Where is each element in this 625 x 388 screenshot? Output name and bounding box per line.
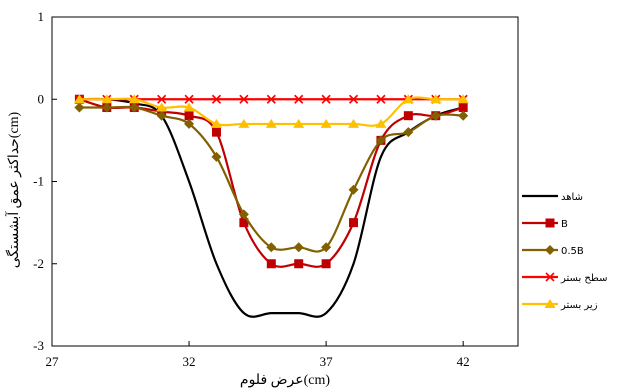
data-point [320, 118, 332, 128]
series-0 [79, 97, 464, 318]
data-point [156, 102, 168, 112]
data-point [375, 135, 386, 146]
legend-label: زیر بستر [560, 300, 598, 311]
data-point [211, 127, 221, 137]
data-point [184, 118, 195, 129]
data-point [210, 118, 222, 128]
data-point [403, 127, 414, 138]
data-point [265, 118, 277, 128]
data-point [376, 94, 386, 104]
data-point [458, 102, 468, 112]
data-point [294, 94, 304, 104]
data-point [402, 94, 414, 104]
data-point [73, 94, 85, 104]
data-point [129, 102, 140, 113]
data-point [321, 242, 332, 253]
legend-item: سطح بستر [522, 272, 607, 284]
data-point [293, 118, 305, 128]
data-point [101, 94, 113, 104]
data-point [74, 102, 85, 113]
data-point [184, 94, 194, 104]
series-4 [73, 94, 469, 128]
y-tick-label: 1 [38, 9, 45, 24]
data-point [349, 218, 359, 228]
x-axis-label: عرض فلوم(cm) [240, 373, 331, 388]
data-point [375, 118, 387, 128]
legend-item: B [522, 218, 568, 230]
y-tick-label: 0 [38, 91, 45, 106]
x-tick-label: 27 [46, 354, 60, 369]
legend-marker [544, 299, 556, 308]
y-tick-label: -1 [33, 174, 44, 189]
data-point [183, 102, 195, 112]
x-tick-label: 42 [457, 354, 470, 369]
y-axis-label: حداکثر عمق آبشستگی(cm) [4, 111, 22, 268]
data-point [321, 259, 331, 269]
data-point [238, 209, 249, 220]
x-tick-label: 32 [183, 354, 196, 369]
data-point [239, 218, 249, 228]
data-point [266, 242, 277, 253]
data-point [266, 259, 276, 269]
series-2 [74, 102, 469, 253]
data-point [128, 94, 140, 104]
data-point [430, 94, 442, 104]
data-point [294, 259, 304, 269]
legend-item: 0.5B [522, 245, 584, 257]
data-point [266, 94, 276, 104]
data-point [458, 110, 469, 121]
data-point [403, 111, 413, 121]
plot-area [51, 16, 519, 347]
data-point [430, 110, 441, 121]
data-point [293, 242, 304, 253]
series-line [79, 105, 464, 253]
data-point [211, 94, 222, 104]
x-tick-label: 37 [320, 354, 334, 369]
data-point [101, 102, 112, 113]
data-point [156, 110, 167, 121]
data-point [321, 94, 331, 104]
data-point [238, 118, 250, 128]
data-point [457, 94, 469, 104]
legend-label: 0.5B [561, 246, 584, 257]
legend-label: سطح بستر [560, 273, 607, 284]
data-point [211, 151, 222, 162]
legend-marker [545, 245, 555, 255]
y-tick-label: -3 [33, 338, 44, 353]
legend-marker [545, 218, 555, 228]
legend-label: شاهد [561, 192, 583, 203]
y-tick-label: -2 [33, 256, 44, 271]
data-point [239, 94, 249, 104]
data-point [184, 111, 194, 121]
series-line [79, 97, 464, 318]
legend-label: B [561, 219, 568, 230]
legend-marker [545, 272, 555, 282]
data-point [348, 94, 359, 104]
legend-item: شاهد [522, 192, 583, 203]
legend-item: زیر بستر [522, 299, 598, 311]
data-point [348, 184, 359, 195]
data-point [348, 118, 360, 128]
data-point [157, 94, 167, 104]
